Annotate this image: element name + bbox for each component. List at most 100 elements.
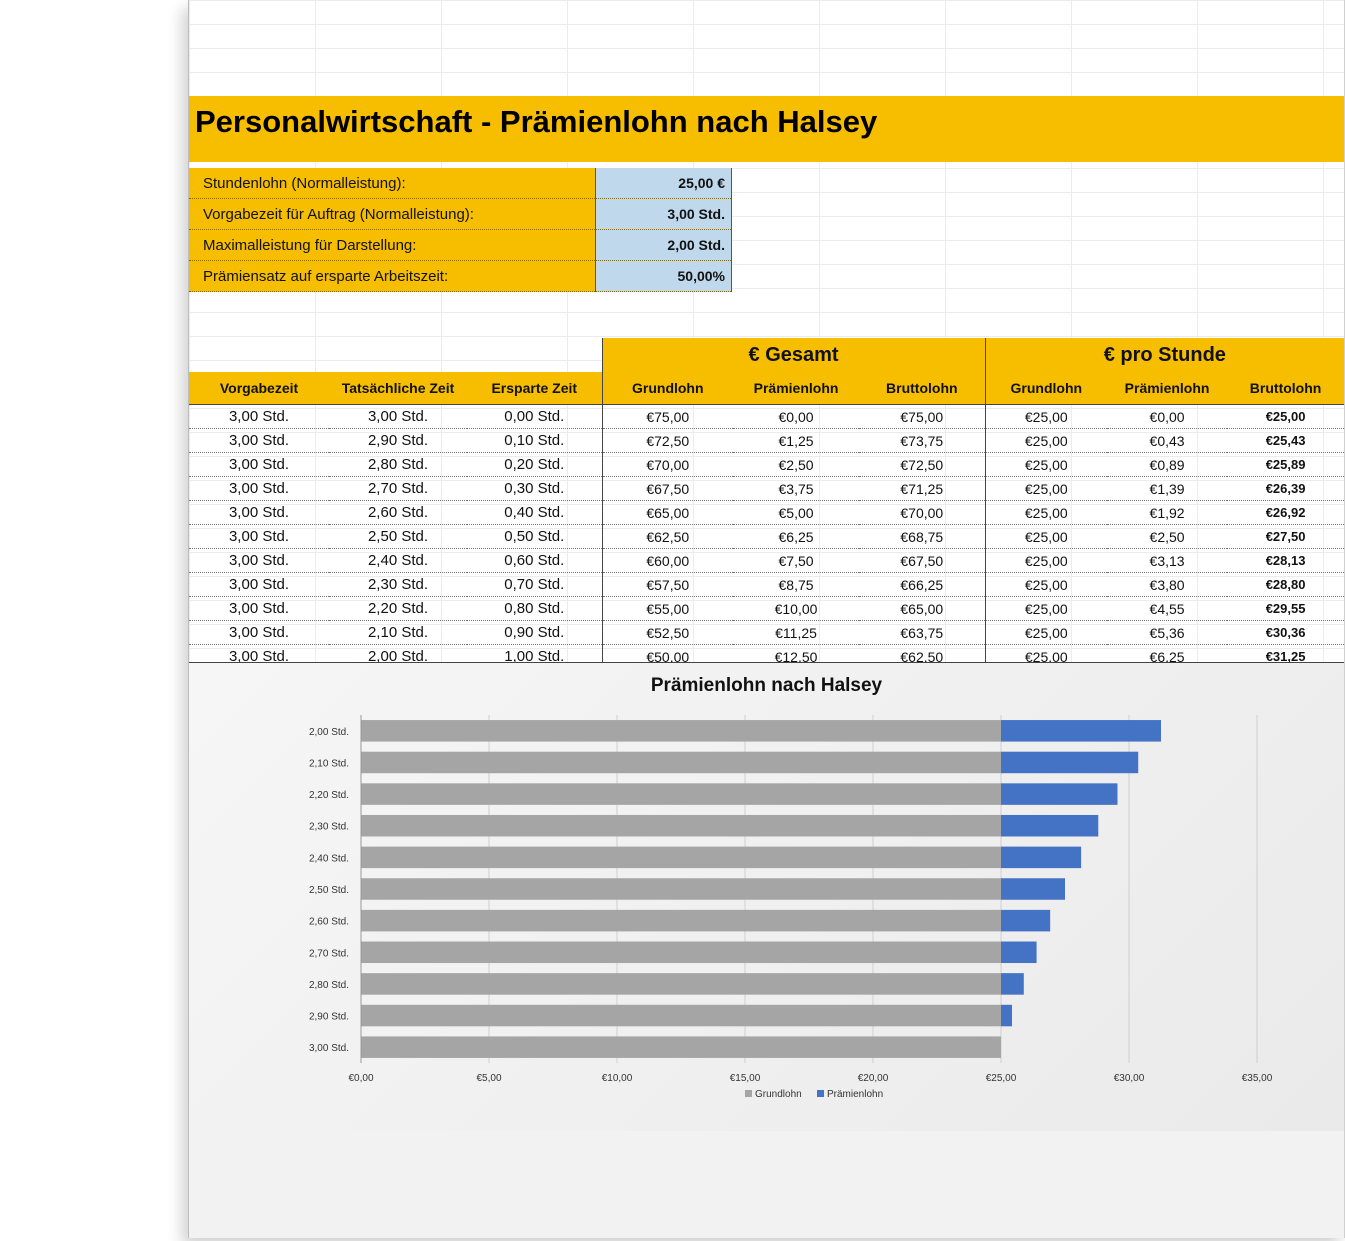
table-cell[interactable]: €1,92 — [1107, 500, 1228, 525]
table-cell[interactable]: 0,30 Std. — [467, 476, 603, 501]
table-cell[interactable]: 2,60 Std. — [329, 500, 467, 525]
table-cell[interactable]: 3,00 Std. — [329, 404, 467, 429]
table-cell[interactable]: €25,89 — [1227, 452, 1344, 477]
table-cell[interactable]: €57,50 — [601, 572, 734, 597]
table-cell[interactable]: €25,00 — [984, 500, 1108, 525]
table-cell[interactable]: €75,00 — [601, 404, 734, 429]
table-cell[interactable]: 3,00 Std. — [189, 452, 329, 477]
param-value-stundenlohn[interactable]: 25,00 € — [594, 168, 733, 199]
table-cell[interactable]: 2,10 Std. — [329, 620, 467, 645]
table-cell[interactable]: €3,75 — [733, 476, 860, 501]
table-cell[interactable]: €28,13 — [1227, 548, 1344, 573]
table-cell[interactable]: €25,43 — [1227, 428, 1344, 453]
table-cell[interactable]: €25,00 — [984, 620, 1108, 645]
table-cell[interactable]: €25,00 — [984, 428, 1108, 453]
table-cell[interactable]: €0,00 — [733, 404, 860, 429]
table-cell[interactable]: €62,50 — [601, 524, 734, 549]
table-cell[interactable]: 2,90 Std. — [329, 428, 467, 453]
chart-area[interactable]: Prämienlohn nach Halsey €0,00 €5,00 €10,00… — [189, 662, 1344, 1132]
table-cell[interactable]: 0,60 Std. — [467, 548, 603, 573]
table-cell[interactable]: €1,25 — [733, 428, 860, 453]
table-cell[interactable]: 2,50 Std. — [329, 524, 467, 549]
table-cell[interactable]: €75,00 — [859, 404, 986, 429]
table-cell[interactable]: 2,80 Std. — [329, 452, 467, 477]
table-cell[interactable]: €70,00 — [601, 452, 734, 477]
bar-praemienlohn — [1001, 720, 1161, 742]
bar-grundlohn — [361, 1004, 1001, 1027]
table-cell[interactable]: €25,00 — [984, 476, 1108, 501]
param-value-maximalleistung[interactable]: 2,00 Std. — [594, 229, 733, 261]
param-value-vorgabezeit[interactable]: 3,00 Std. — [594, 198, 733, 230]
table-cell[interactable]: €28,80 — [1227, 572, 1344, 597]
table-cell[interactable]: 2,40 Std. — [329, 548, 467, 573]
table-cell[interactable]: €11,25 — [733, 620, 860, 645]
table-cell[interactable]: 0,70 Std. — [467, 572, 603, 597]
table-cell[interactable]: €3,13 — [1107, 548, 1228, 573]
table-cell[interactable]: 3,00 Std. — [189, 524, 329, 549]
table-cell[interactable]: €2,50 — [733, 452, 860, 477]
table-cell[interactable]: €4,55 — [1107, 596, 1228, 621]
table-cell[interactable]: €25,00 — [984, 452, 1108, 477]
table-cell[interactable]: €0,43 — [1107, 428, 1228, 453]
table-cell[interactable]: €26,92 — [1227, 500, 1344, 525]
table-cell[interactable]: €7,50 — [733, 548, 860, 573]
table-cell[interactable]: €25,00 — [984, 404, 1108, 429]
table-cell[interactable]: €52,50 — [601, 620, 734, 645]
table-cell[interactable]: €25,00 — [984, 572, 1108, 597]
table-cell[interactable]: €66,25 — [859, 572, 986, 597]
table-cell[interactable]: €60,00 — [601, 548, 734, 573]
table-cell[interactable]: 3,00 Std. — [189, 620, 329, 645]
bar-grundlohn — [361, 909, 1001, 932]
table-cell[interactable]: €29,55 — [1227, 596, 1344, 621]
table-cell[interactable]: €30,36 — [1227, 620, 1344, 645]
table-cell[interactable]: €65,00 — [601, 500, 734, 525]
table-cell[interactable]: 0,00 Std. — [467, 404, 603, 429]
table-cell[interactable]: €26,39 — [1227, 476, 1344, 501]
table-cell[interactable]: 0,90 Std. — [467, 620, 603, 645]
table-cell[interactable]: €70,00 — [859, 500, 986, 525]
table-cell[interactable]: €5,00 — [733, 500, 860, 525]
table-cell[interactable]: 2,30 Std. — [329, 572, 467, 597]
table-cell[interactable]: 0,40 Std. — [467, 500, 603, 525]
table-cell[interactable]: €25,00 — [984, 596, 1108, 621]
table-cell[interactable]: 2,20 Std. — [329, 596, 467, 621]
table-cell[interactable]: €73,75 — [859, 428, 986, 453]
table-cell[interactable]: €27,50 — [1227, 524, 1344, 549]
table-cell[interactable]: €67,50 — [859, 548, 986, 573]
table-cell[interactable]: 0,80 Std. — [467, 596, 603, 621]
table-cell[interactable]: €67,50 — [601, 476, 734, 501]
table-cell[interactable]: €10,00 — [733, 596, 860, 621]
param-row: Prämiensatz auf ersparte Arbeitszeit: 50… — [189, 260, 733, 292]
table-cell[interactable]: 3,00 Std. — [189, 548, 329, 573]
table-cell[interactable]: 0,10 Std. — [467, 428, 603, 453]
table-cell[interactable]: €6,25 — [733, 524, 860, 549]
table-cell[interactable]: €25,00 — [984, 548, 1108, 573]
table-cell[interactable]: 3,00 Std. — [189, 500, 329, 525]
table-cell[interactable]: 0,50 Std. — [467, 524, 603, 549]
table-cell[interactable]: €0,89 — [1107, 452, 1228, 477]
table-cell[interactable]: €2,50 — [1107, 524, 1228, 549]
table-cell[interactable]: €65,00 — [859, 596, 986, 621]
table-cell[interactable]: 2,70 Std. — [329, 476, 467, 501]
table-cell[interactable]: 0,20 Std. — [467, 452, 603, 477]
group-header-stunde: € pro Stunde — [984, 338, 1344, 372]
param-value-praemiensatz[interactable]: 50,00% — [594, 260, 733, 292]
table-cell[interactable]: €25,00 — [1227, 404, 1344, 429]
table-cell[interactable]: €3,80 — [1107, 572, 1228, 597]
table-cell[interactable]: €72,50 — [859, 452, 986, 477]
table-cell[interactable]: 3,00 Std. — [189, 404, 329, 429]
table-cell[interactable]: 3,00 Std. — [189, 428, 329, 453]
table-cell[interactable]: €63,75 — [859, 620, 986, 645]
table-cell[interactable]: €71,25 — [859, 476, 986, 501]
table-cell[interactable]: €72,50 — [601, 428, 734, 453]
table-cell[interactable]: 3,00 Std. — [189, 476, 329, 501]
table-cell[interactable]: €68,75 — [859, 524, 986, 549]
table-cell[interactable]: €8,75 — [733, 572, 860, 597]
table-cell[interactable]: €1,39 — [1107, 476, 1228, 501]
table-cell[interactable]: €55,00 — [601, 596, 734, 621]
table-cell[interactable]: €25,00 — [984, 524, 1108, 549]
table-cell[interactable]: €5,36 — [1107, 620, 1228, 645]
table-cell[interactable]: 3,00 Std. — [189, 572, 329, 597]
table-cell[interactable]: 3,00 Std. — [189, 596, 329, 621]
table-cell[interactable]: €0,00 — [1107, 404, 1228, 429]
